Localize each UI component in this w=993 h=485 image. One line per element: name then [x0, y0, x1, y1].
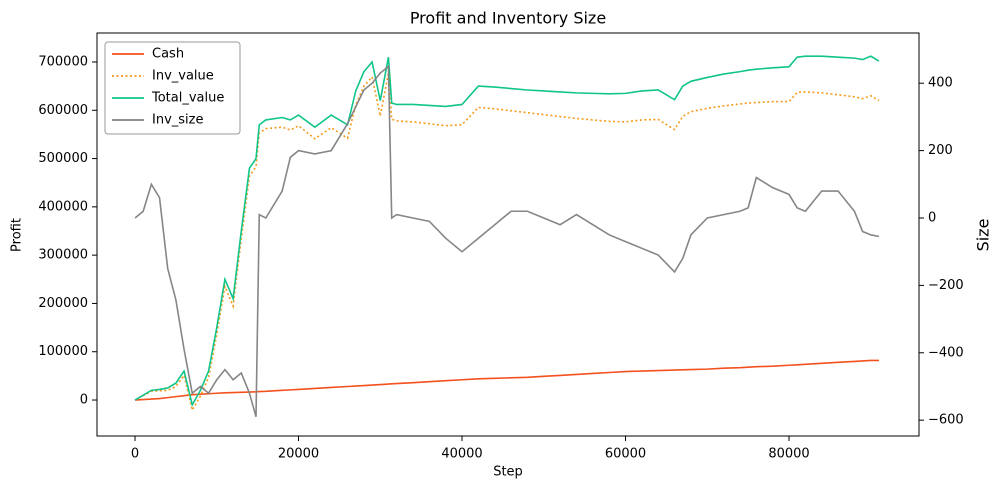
y-tick-label: 600000 [38, 103, 88, 118]
y2-tick-label: 200 [928, 143, 953, 158]
series-line [134, 55, 880, 408]
y-tick-label: 300000 [38, 248, 88, 263]
x-tick-label: 60000 [605, 447, 646, 462]
y-axis-label: Profit [10, 218, 25, 252]
legend-label: Inv_size [152, 113, 203, 128]
series-line [134, 72, 880, 413]
x-tick-label: 20000 [278, 447, 319, 462]
legend-label: Inv_value [152, 69, 214, 84]
y-tick-label: 200000 [38, 296, 88, 311]
y2-tick-label: 400 [928, 76, 953, 91]
y-tick-label: 500000 [38, 151, 88, 166]
legend-label: Cash [152, 47, 184, 62]
y2-tick-label: −400 [928, 345, 964, 360]
legend-label: Total_value [151, 91, 224, 106]
y-tick-label: 400000 [38, 199, 88, 214]
y2-tick-label: 0 [928, 210, 936, 225]
series-line [134, 359, 879, 401]
series-line [134, 64, 880, 418]
x-tick-label: 40000 [441, 447, 482, 462]
legend-box [104, 41, 241, 135]
y2-axis-label: Size [974, 219, 993, 252]
chart-title: Profit and Inventory Size [410, 9, 606, 28]
x-axis-label: Step [493, 465, 523, 480]
y-tick-label: 100000 [38, 344, 88, 359]
y-tick-label: 0 [80, 393, 88, 408]
x-tick-label: 80000 [768, 447, 809, 462]
y2-tick-label: −200 [928, 278, 964, 293]
plot-frame [96, 32, 920, 437]
y-tick-label: 700000 [38, 54, 88, 69]
y2-tick-label: −600 [928, 413, 964, 428]
x-tick-label: 0 [131, 447, 139, 462]
